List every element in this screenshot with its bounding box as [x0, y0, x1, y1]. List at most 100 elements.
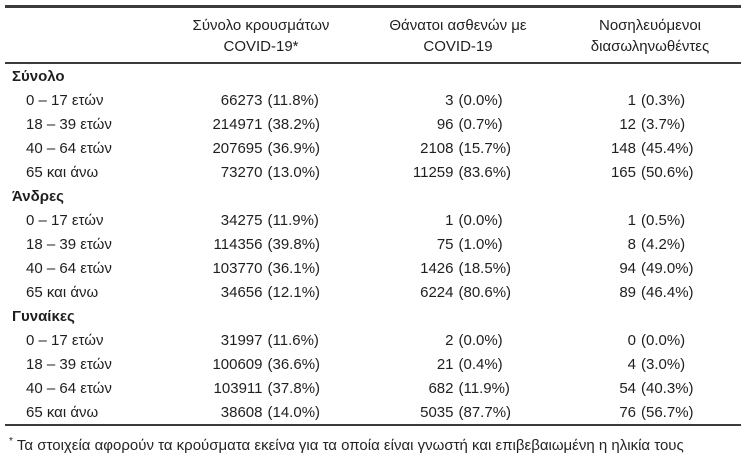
cases-pct: (11.9%) [267, 211, 319, 229]
deaths-value: 21 [436, 355, 454, 373]
table-row: 0 – 17 ετών 66273 (11.8%) 3 (0.0%) 1 (0.3%) [5, 88, 741, 112]
intubated-value: 94 [619, 259, 636, 277]
intubated-pct: (3.7%) [641, 115, 686, 133]
deaths-cell: 3 (0.0%) [357, 88, 559, 112]
intubated-value: 1 [627, 91, 636, 109]
age-label: 18 – 39 ετών [26, 235, 112, 253]
age-label: 0 – 17 ετών [26, 211, 104, 229]
intubated-value: 8 [627, 235, 636, 253]
cases-value: 34656 [220, 283, 263, 301]
cases-value: 103770 [212, 259, 263, 277]
deaths-value: 11259 [412, 163, 454, 181]
footnote: * Τα στοιχεία αφορούν τα κρούσματα εκείνα… [5, 432, 741, 455]
intubated-cell: 12 (3.7%) [559, 112, 741, 136]
deaths-cell: 11259 (83.6%) [357, 160, 559, 184]
cases-cell: 31997 (11.6%) [165, 328, 357, 352]
intubated-value: 1 [627, 211, 636, 229]
footnote-marker: * [9, 436, 13, 447]
deaths-pct: (0.0%) [458, 331, 503, 349]
table-row: 18 – 39 ετών 114356 (39.8%) 75 (1.0%) 8 (4.… [5, 232, 741, 256]
intubated-pct: (0.5%) [641, 211, 686, 229]
table-row: 18 – 39 ετών 214971 (38.2%) 96 (0.7%) 12 (3… [5, 112, 741, 136]
cases-value: 103911 [213, 379, 263, 397]
cases-cell: 38608 (14.0%) [165, 400, 357, 424]
section-row-total: Σύνολο [5, 63, 741, 88]
age-label: 0 – 17 ετών [26, 91, 104, 109]
header-cases-line1: Σύνολο κρουσμάτων [192, 17, 330, 34]
intubated-pct: (0.3%) [641, 91, 686, 109]
cases-cell: 214971 (38.2%) [165, 112, 357, 136]
table-row: 18 – 39 ετών 100609 (36.6%) 21 (0.4%) 4 (3.… [5, 352, 741, 376]
deaths-cell: 2108 (15.7%) [357, 136, 559, 160]
deaths-pct: (15.7%) [458, 139, 512, 157]
intubated-cell: 0 (0.0%) [559, 328, 741, 352]
cases-cell: 34275 (11.9%) [165, 208, 357, 232]
deaths-pct: (0.4%) [458, 355, 503, 373]
header-cases-line2: COVID-19* [223, 38, 299, 55]
top-rule [5, 5, 741, 8]
intubated-cell: 1 (0.5%) [559, 208, 741, 232]
intubated-pct: (4.2%) [641, 235, 686, 253]
header-intubated-line1: Νοσηλευόμενοι [598, 17, 701, 34]
cases-pct: (36.1%) [267, 259, 321, 277]
bottom-rule [5, 424, 741, 426]
intubated-cell: 94 (49.0%) [559, 256, 741, 280]
age-label: 65 και άνω [26, 403, 99, 421]
cases-value: 34275 [220, 211, 263, 229]
deaths-value: 682 [428, 379, 454, 397]
intubated-cell: 148 (45.4%) [559, 136, 741, 160]
cases-pct: (36.6%) [267, 355, 321, 373]
intubated-cell: 89 (46.4%) [559, 280, 741, 304]
cases-cell: 66273 (11.8%) [165, 88, 357, 112]
table-header: Σύνολο κρουσμάτων COVID-19* Θάνατοι ασθε… [5, 8, 741, 64]
data-table: Σύνολο κρουσμάτων COVID-19* Θάνατοι ασθε… [5, 8, 741, 424]
intubated-value: 76 [619, 403, 636, 421]
deaths-cell: 5035 (87.7%) [357, 400, 559, 424]
age-label: 40 – 64 ετών [26, 259, 112, 277]
deaths-pct: (0.7%) [458, 115, 503, 133]
cases-value: 100609 [212, 355, 263, 373]
intubated-value: 89 [619, 283, 636, 301]
deaths-pct: (1.0%) [458, 235, 503, 253]
deaths-pct: (80.6%) [458, 283, 512, 301]
cases-cell: 103911 (37.8%) [165, 376, 357, 400]
cases-pct: (38.2%) [267, 115, 321, 133]
deaths-pct: (18.5%) [458, 259, 512, 277]
deaths-cell: 75 (1.0%) [357, 232, 559, 256]
intubated-value: 0 [627, 331, 636, 349]
cases-value: 66273 [220, 91, 263, 109]
section-empty-cells [165, 304, 741, 328]
section-row-men: Άνδρες [5, 184, 741, 208]
intubated-value: 148 [610, 139, 636, 157]
deaths-cell: 21 (0.4%) [357, 352, 559, 376]
cases-cell: 207695 (36.9%) [165, 136, 357, 160]
deaths-pct: (83.6%) [458, 163, 512, 181]
table-row: 0 – 17 ετών 31997 (11.6%) 2 (0.0%) 0 (0.0%) [5, 328, 741, 352]
deaths-value: 3 [445, 91, 454, 109]
table-row: 40 – 64 ετών 207695 (36.9%) 2108 (15.7%) 1… [5, 136, 741, 160]
section-label: Σύνολο [12, 67, 65, 85]
footnote-text: Τα στοιχεία αφορούν τα κρούσματα εκείνα … [16, 437, 684, 454]
table-row: 65 και άνω 38608 (14.0%) 5035 (87.7%) 76 (5… [5, 400, 741, 424]
intubated-value: 165 [610, 163, 636, 181]
header-deaths: Θάνατοι ασθενών με COVID-19 [357, 8, 559, 64]
cases-cell: 114356 (39.8%) [165, 232, 357, 256]
header-empty-cell [5, 8, 165, 64]
intubated-pct: (49.0%) [641, 259, 694, 277]
intubated-value: 12 [619, 115, 636, 133]
cases-value: 214971 [212, 115, 263, 133]
table-row: 65 και άνω 73270 (13.0%) 11259 (83.6%) 165… [5, 160, 741, 184]
deaths-value: 1426 [420, 259, 454, 277]
table-row: 65 και άνω 34656 (12.1%) 6224 (80.6%) 89 (4… [5, 280, 741, 304]
age-label: 18 – 39 ετών [26, 115, 112, 133]
cases-value: 38608 [220, 403, 263, 421]
deaths-value: 2 [445, 331, 454, 349]
header-deaths-line2: COVID-19 [423, 38, 493, 55]
age-label: 40 – 64 ετών [26, 379, 112, 397]
cases-cell: 73270 (13.0%) [165, 160, 357, 184]
cases-value: 31997 [220, 331, 263, 349]
age-label: 40 – 64 ετών [26, 139, 112, 157]
intubated-value: 54 [619, 379, 636, 397]
deaths-value: 6224 [420, 283, 454, 301]
intubated-value: 4 [627, 355, 636, 373]
